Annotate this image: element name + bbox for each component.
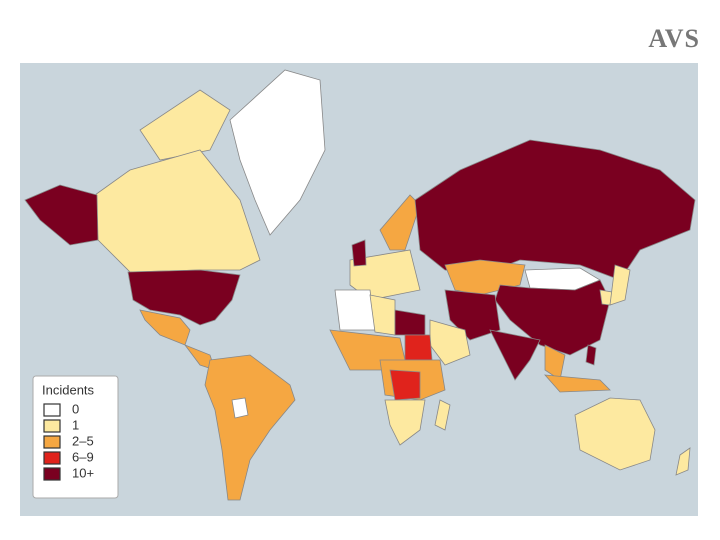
title: AVS (648, 24, 700, 53)
japan (609, 264, 631, 306)
china (494, 279, 611, 356)
western-europe (349, 249, 421, 301)
south-america (204, 354, 296, 501)
middle-east (444, 289, 501, 341)
legend-title: Incidents (42, 382, 95, 397)
countries (24, 69, 696, 501)
alaska (24, 184, 99, 246)
uk (351, 239, 367, 267)
drc (389, 369, 421, 401)
legend-label: 6–9 (72, 449, 94, 464)
greenland (229, 69, 326, 236)
madagascar (434, 399, 451, 431)
legend-swatch (43, 467, 61, 481)
legend-label: 2–5 (72, 433, 94, 448)
australia (574, 397, 656, 471)
philippines (585, 344, 597, 366)
arctic-islands (139, 89, 231, 161)
sudan (404, 334, 433, 361)
canada (94, 149, 261, 273)
usa (127, 269, 241, 326)
legend-swatch (43, 419, 61, 433)
legend-swatch (43, 403, 61, 417)
legend-swatch (43, 451, 61, 465)
india (489, 329, 541, 381)
southern-africa (384, 399, 426, 446)
legend-label: 1 (72, 417, 79, 432)
legend: Incidents 012–56–910+ (32, 375, 119, 499)
legend-label: 10+ (72, 465, 94, 480)
legend-swatch (43, 435, 61, 449)
indonesia (544, 374, 611, 393)
south-america-white (231, 397, 249, 419)
scandinavia (379, 194, 421, 251)
legend-items: 012–56–910+ (43, 401, 94, 481)
legend-label: 0 (72, 401, 79, 416)
northwest-africa (334, 289, 376, 331)
new-zealand (675, 447, 691, 476)
